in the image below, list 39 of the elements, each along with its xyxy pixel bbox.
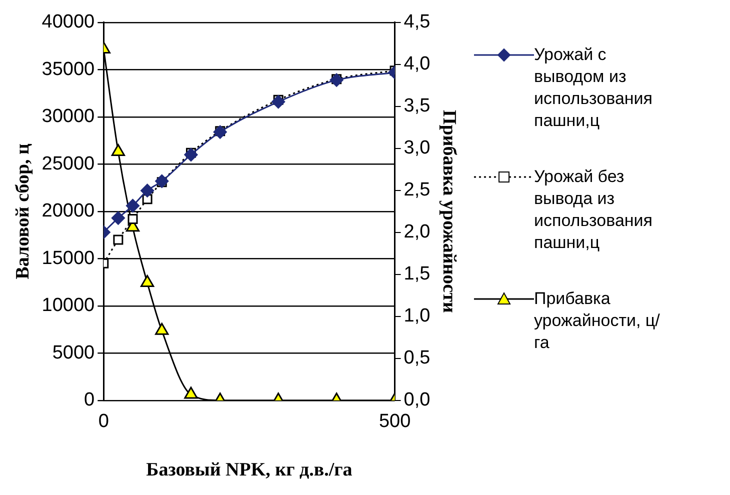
y-tick-label: 0 bbox=[84, 390, 95, 411]
x-tick-label: 500 bbox=[378, 411, 411, 432]
y2-axis-title: Прибавка урожайности bbox=[438, 110, 460, 313]
y-tick-label: 40000 bbox=[42, 12, 95, 33]
legend-label: Урожай с выводом из использования пашни,ц bbox=[534, 44, 654, 132]
x-axis-title: Базовый NPK, кг д.в./га bbox=[146, 460, 353, 481]
legend-label: Прибавка урожайности, ц/га bbox=[534, 288, 661, 354]
point bbox=[213, 125, 227, 139]
y2-tick-label: 4,5 bbox=[404, 12, 430, 33]
y-tick-label: 15000 bbox=[42, 248, 95, 269]
point bbox=[111, 211, 125, 225]
y2-tick-label: 0,0 bbox=[404, 390, 430, 411]
y-tick-label: 10000 bbox=[42, 295, 95, 316]
point bbox=[272, 95, 286, 109]
y2-tick-label: 2,5 bbox=[404, 180, 430, 201]
y-tick-label: 5000 bbox=[52, 342, 95, 364]
y2-tick-label: 2,0 bbox=[404, 222, 430, 243]
y2-tick-label: 0,5 bbox=[404, 348, 430, 369]
y-tick-label: 25000 bbox=[42, 153, 95, 174]
y2-tick-label: 4,0 bbox=[404, 54, 430, 75]
point bbox=[113, 234, 124, 245]
y-tick-label: 30000 bbox=[42, 106, 95, 128]
y2-tick-label: 1,5 bbox=[404, 264, 430, 285]
point bbox=[111, 144, 126, 156]
y2-tick-label: 3,5 bbox=[404, 96, 430, 117]
point bbox=[330, 73, 344, 87]
y2-tick-label: 1,0 bbox=[404, 306, 430, 327]
point bbox=[128, 214, 138, 224]
y-axis-title: Валовой сбор, ц bbox=[12, 143, 34, 280]
y-tick-label: 20000 bbox=[42, 200, 95, 222]
point bbox=[126, 198, 140, 212]
y-tick-label: 35000 bbox=[42, 58, 95, 80]
point bbox=[184, 148, 198, 162]
point bbox=[140, 184, 154, 198]
point bbox=[155, 322, 169, 335]
point bbox=[140, 275, 154, 288]
y2-tick-label: 3,0 bbox=[404, 138, 430, 159]
legend-label: Урожай без вывода из использования пашни,ц bbox=[534, 166, 654, 254]
point bbox=[155, 174, 169, 188]
